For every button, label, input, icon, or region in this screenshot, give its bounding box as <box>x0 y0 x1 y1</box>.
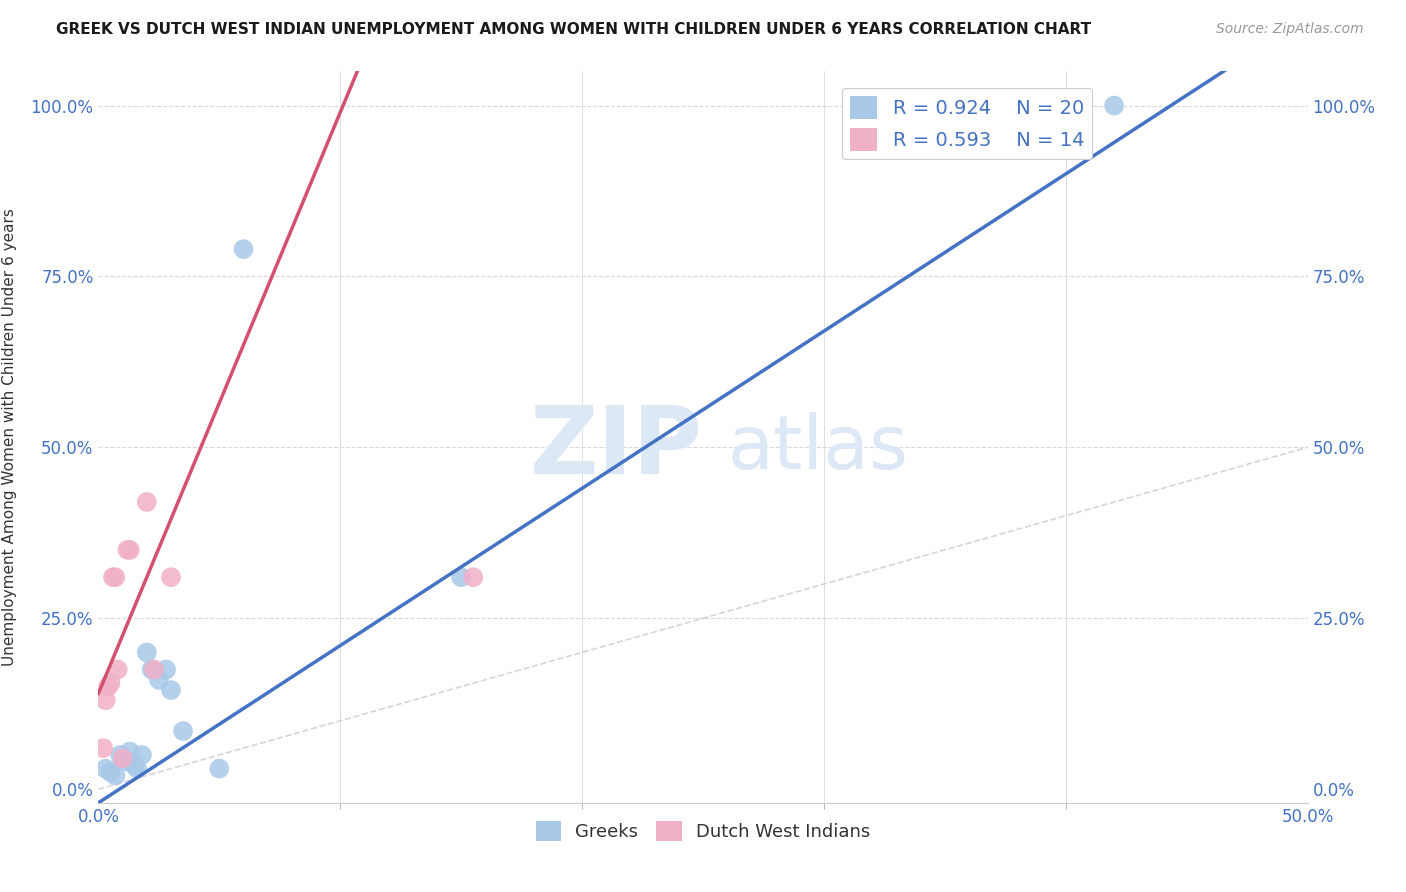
Point <box>160 570 183 584</box>
Point <box>100 765 122 780</box>
Point <box>111 751 134 765</box>
Point <box>97 680 120 694</box>
Point <box>463 570 485 584</box>
Point <box>117 542 139 557</box>
Point <box>91 741 114 756</box>
Point <box>104 570 127 584</box>
Y-axis label: Unemployment Among Women with Children Under 6 years: Unemployment Among Women with Children U… <box>1 208 17 666</box>
Point <box>232 242 254 256</box>
Text: GREEK VS DUTCH WEST INDIAN UNEMPLOYMENT AMONG WOMEN WITH CHILDREN UNDER 6 YEARS : GREEK VS DUTCH WEST INDIAN UNEMPLOYMENT … <box>56 22 1091 37</box>
Point <box>107 663 129 677</box>
Point <box>172 724 194 739</box>
Point <box>94 762 117 776</box>
Point <box>135 645 157 659</box>
Point <box>131 747 153 762</box>
Point <box>111 751 134 765</box>
Point <box>148 673 170 687</box>
Point <box>117 755 139 769</box>
Point <box>94 693 117 707</box>
Point <box>450 570 472 584</box>
Text: atlas: atlas <box>727 411 908 484</box>
Text: Source: ZipAtlas.com: Source: ZipAtlas.com <box>1216 22 1364 37</box>
Point <box>143 663 166 677</box>
Point <box>100 676 122 690</box>
Point <box>101 570 124 584</box>
Point <box>118 542 141 557</box>
Point <box>155 663 177 677</box>
Point <box>118 745 141 759</box>
Point <box>104 768 127 782</box>
Point <box>141 663 163 677</box>
Text: ZIP: ZIP <box>530 402 703 494</box>
Point <box>108 747 131 762</box>
Point <box>208 762 231 776</box>
Point <box>160 683 183 698</box>
Point <box>127 762 149 776</box>
Point <box>1102 98 1125 112</box>
Point <box>124 758 146 772</box>
Point <box>135 495 157 509</box>
Legend: Greeks, Dutch West Indians: Greeks, Dutch West Indians <box>529 814 877 848</box>
